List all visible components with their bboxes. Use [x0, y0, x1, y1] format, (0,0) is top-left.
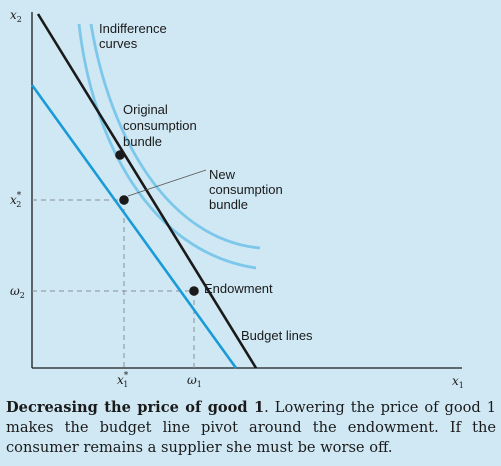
x-axis-label: x1 [452, 374, 464, 390]
indifference-curves-label-line1: Indifference [99, 21, 167, 36]
caption-title: Decreasing the price of good 1 [6, 399, 265, 416]
original-bundle-label-line1: Original [123, 102, 168, 117]
new-bundle-label-line1: New [209, 167, 236, 182]
old-budget-line [36, 13, 258, 369]
new-budget-line [30, 84, 238, 369]
new-bundle-label-line3: bundle [209, 197, 248, 212]
endowment-label: Endowment [204, 281, 273, 296]
original-bundle-point [115, 150, 125, 160]
x-tick-x1star: x* 1 [117, 371, 129, 389]
indifference-curve-outer [89, 23, 261, 250]
indifference-curve-inner [77, 23, 257, 270]
original-bundle-label-line2: consumption [123, 118, 197, 133]
original-bundle-label-line3: bundle [123, 134, 162, 149]
figure-caption: Decreasing the price of good 1. Lowering… [6, 398, 496, 458]
new-bundle-leader [127, 169, 207, 197]
new-bundle-label-line2: consumption [209, 182, 283, 197]
caption-text: . Lowering the price of good 1 makes the… [6, 399, 496, 456]
y-axis-label: x2 [10, 8, 22, 24]
budget-lines-label: Budget lines [241, 328, 313, 343]
endowment-point [189, 286, 199, 296]
y-tick-x2star: x* 2 [10, 191, 22, 209]
new-bundle-point [119, 195, 129, 205]
diagram: x2 x1 x* 2 ω2 x* 1 ω1 Indifference curves … [10, 8, 464, 390]
y-tick-omega2: ω2 [10, 284, 25, 300]
x-tick-omega1: ω1 [187, 373, 202, 389]
indifference-curves-label-line2: curves [99, 36, 138, 51]
